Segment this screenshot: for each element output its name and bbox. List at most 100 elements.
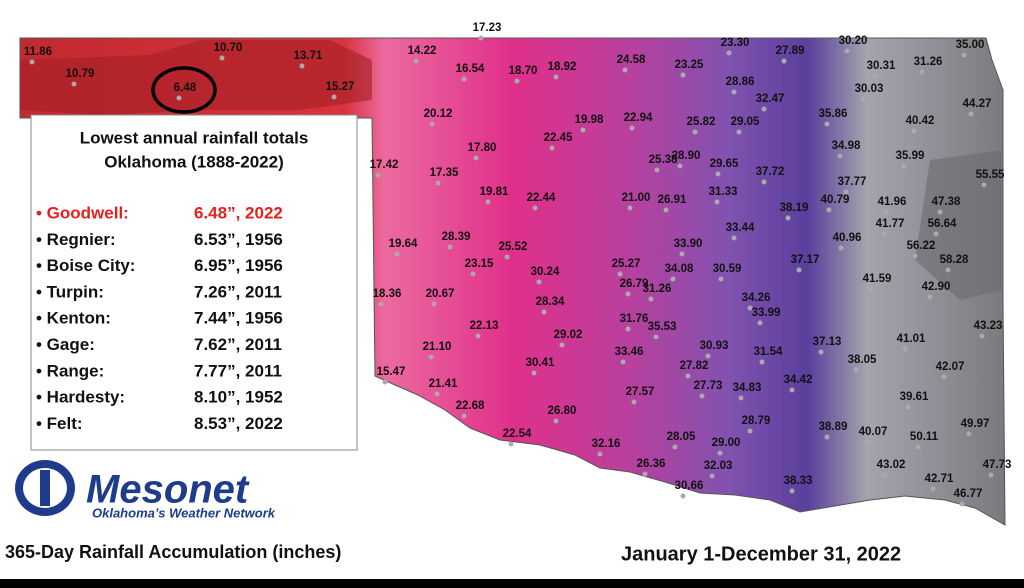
station-total: 13.71 bbox=[294, 50, 323, 62]
station-dot bbox=[672, 444, 678, 450]
station-dot bbox=[680, 493, 686, 499]
station-dot bbox=[844, 48, 850, 54]
station-dot bbox=[679, 251, 685, 257]
station-dot bbox=[685, 373, 691, 379]
station-dot bbox=[901, 163, 907, 169]
station-dot bbox=[785, 215, 791, 221]
bottom-bar bbox=[0, 579, 1024, 588]
station-dot bbox=[473, 155, 479, 161]
station-total: 37.13 bbox=[813, 336, 842, 348]
station-dot bbox=[580, 127, 586, 133]
station-total: 25.82 bbox=[687, 116, 716, 128]
station-total: 40.42 bbox=[906, 115, 935, 127]
station-dot bbox=[541, 309, 547, 315]
station-total: 20.67 bbox=[426, 288, 455, 300]
station-dot bbox=[475, 333, 481, 339]
station-dot bbox=[331, 94, 337, 100]
station-total: 43.23 bbox=[974, 320, 1003, 332]
station-dot bbox=[625, 291, 631, 297]
station-dot bbox=[759, 359, 765, 365]
station-total: 58.28 bbox=[940, 254, 969, 266]
station-total: 6.48 bbox=[174, 82, 197, 94]
station-dot bbox=[919, 69, 925, 75]
station-total: 29.05 bbox=[731, 116, 760, 128]
station-total: 21.00 bbox=[622, 192, 651, 204]
station-dot bbox=[930, 486, 936, 492]
station-total: 22.68 bbox=[456, 400, 485, 412]
station-dot bbox=[447, 244, 453, 250]
station-total: 28.39 bbox=[442, 231, 471, 243]
station-total: 19.98 bbox=[575, 114, 604, 126]
station-total: 22.13 bbox=[470, 320, 499, 332]
station-dot bbox=[731, 89, 737, 95]
station-total: 34.08 bbox=[665, 263, 694, 275]
station-dot bbox=[902, 346, 908, 352]
station-total: 27.57 bbox=[626, 386, 655, 398]
station-total: 31.33 bbox=[709, 186, 738, 198]
station-total: 17.23 bbox=[473, 22, 502, 34]
station-total: 28.86 bbox=[726, 76, 755, 88]
station-dot bbox=[508, 441, 514, 447]
station-dot bbox=[382, 379, 388, 385]
station-dot bbox=[796, 267, 802, 273]
station-total: 31.26 bbox=[914, 56, 943, 68]
station-dot bbox=[781, 58, 787, 64]
station-total: 19.81 bbox=[480, 186, 509, 198]
station-dot bbox=[826, 207, 832, 213]
station-total: 14.22 bbox=[408, 45, 437, 57]
station-dot bbox=[625, 326, 631, 332]
station-total: 30.59 bbox=[713, 263, 742, 275]
station-dot bbox=[709, 473, 715, 479]
station-total: 38.33 bbox=[784, 475, 813, 487]
station-total: 23.30 bbox=[721, 37, 750, 49]
legend-title: Oklahoma (1888-2022) bbox=[104, 152, 284, 171]
station-total: 31.54 bbox=[754, 346, 783, 358]
station-total: 55.55 bbox=[976, 169, 1005, 181]
station-dot bbox=[979, 333, 985, 339]
station-dot bbox=[553, 74, 559, 80]
station-total: 30.03 bbox=[855, 83, 884, 95]
station-total: 27.89 bbox=[776, 45, 805, 57]
station-dot bbox=[824, 121, 830, 127]
station-dot bbox=[872, 73, 878, 79]
station-total: 37.17 bbox=[791, 254, 820, 266]
station-dot bbox=[961, 52, 967, 58]
station-total: 26.91 bbox=[658, 194, 687, 206]
station-total: 33.46 bbox=[615, 346, 644, 358]
legend-station: • Kenton: bbox=[36, 309, 111, 328]
station-total: 35.53 bbox=[648, 321, 677, 333]
station-total: 34.83 bbox=[733, 382, 762, 394]
station-dot bbox=[648, 296, 654, 302]
station-dot bbox=[654, 167, 660, 173]
station-dot bbox=[747, 305, 753, 311]
station-dot bbox=[692, 129, 698, 135]
station-total: 44.27 bbox=[963, 98, 992, 110]
station-dot bbox=[933, 231, 939, 237]
station-total: 34.98 bbox=[832, 140, 861, 152]
station-total: 26.79 bbox=[620, 278, 649, 290]
legend-station: • Hardesty: bbox=[36, 388, 125, 407]
station-total: 26.36 bbox=[637, 458, 666, 470]
legend-station: • Boise City: bbox=[36, 256, 135, 275]
legend-value: 6.53”, 1956 bbox=[194, 230, 283, 249]
station-total: 30.24 bbox=[531, 266, 560, 278]
station-total: 42.90 bbox=[922, 281, 951, 293]
station-total: 29.00 bbox=[712, 437, 741, 449]
logo-name: Mesonet bbox=[86, 468, 250, 512]
station-dot bbox=[176, 95, 182, 101]
station-dot bbox=[553, 418, 559, 424]
station-dot bbox=[837, 153, 843, 159]
station-total: 37.72 bbox=[756, 166, 785, 178]
station-dot bbox=[838, 245, 844, 251]
station-total: 28.34 bbox=[536, 296, 565, 308]
station-total: 34.26 bbox=[742, 292, 771, 304]
station-dot bbox=[532, 205, 538, 211]
station-total: 17.35 bbox=[430, 167, 459, 179]
station-dot bbox=[478, 35, 484, 41]
station-dot bbox=[549, 145, 555, 151]
station-total: 22.45 bbox=[544, 132, 573, 144]
legend-station: • Turpin: bbox=[36, 282, 104, 301]
legend-value: 7.44”, 1956 bbox=[194, 309, 283, 328]
station-dot bbox=[461, 76, 467, 82]
